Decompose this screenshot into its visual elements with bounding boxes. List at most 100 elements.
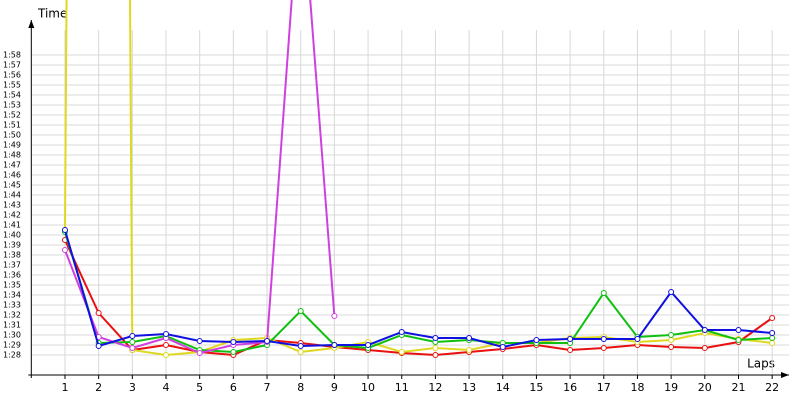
y-axis-label: Time xyxy=(37,7,67,21)
x-tick-label: 13 xyxy=(462,381,476,394)
x-tick-label: 3 xyxy=(129,381,136,394)
y-tick-label: 1:51 xyxy=(3,121,21,130)
data-point xyxy=(230,349,237,355)
x-tick-label: 15 xyxy=(529,381,543,394)
data-point xyxy=(365,342,372,348)
y-tick-label: 1:53 xyxy=(3,101,21,110)
data-point xyxy=(769,330,776,336)
data-point xyxy=(163,352,170,358)
y-tick-label: 1:39 xyxy=(3,241,21,250)
x-tick-label: 6 xyxy=(230,381,237,394)
y-tick-label: 1:45 xyxy=(3,181,21,190)
data-point xyxy=(634,336,641,342)
data-point xyxy=(61,247,68,253)
y-tick-label: 1:31 xyxy=(3,321,21,330)
y-tick-label: 1:55 xyxy=(3,81,21,90)
x-tick-label: 16 xyxy=(563,381,577,394)
data-point xyxy=(95,343,102,349)
y-tick-label: 1:33 xyxy=(3,301,21,310)
x-tick-label: 19 xyxy=(664,381,678,394)
y-tick-label: 1:38 xyxy=(3,251,21,260)
y-tick-label: 1:54 xyxy=(3,91,21,100)
x-axis-label: Laps xyxy=(747,357,775,371)
y-tick-label: 1:32 xyxy=(3,311,21,320)
data-point xyxy=(466,335,473,341)
data-point xyxy=(61,227,68,233)
data-point xyxy=(769,340,776,346)
y-tick-label: 1:50 xyxy=(3,131,21,140)
y-tick-label: 1:29 xyxy=(3,341,21,350)
y-tick-label: 1:52 xyxy=(3,111,21,120)
x-tick-label: 10 xyxy=(361,381,375,394)
y-tick-label: 1:44 xyxy=(3,191,21,200)
y-tick-label: 1:35 xyxy=(3,281,21,290)
y-tick-label: 1:37 xyxy=(3,261,21,270)
x-tick-label: 18 xyxy=(630,381,644,394)
x-tick-label: 11 xyxy=(395,381,409,394)
data-point xyxy=(668,344,675,350)
x-tick-label: 20 xyxy=(698,381,712,394)
x-tick-label: 9 xyxy=(331,381,338,394)
data-point xyxy=(432,345,439,351)
data-point xyxy=(600,290,607,296)
x-tick-label: 17 xyxy=(597,381,611,394)
y-tick-label: 1:41 xyxy=(3,221,21,230)
y-tick-label: 1:58 xyxy=(3,51,21,60)
x-tick-label: 8 xyxy=(297,381,304,394)
x-tick-label: 14 xyxy=(496,381,510,394)
data-point xyxy=(297,343,304,349)
x-tick-label: 12 xyxy=(428,381,442,394)
data-point xyxy=(297,308,304,314)
data-point xyxy=(95,310,102,316)
y-tick-label: 1:47 xyxy=(3,161,21,170)
data-point xyxy=(129,339,136,345)
data-point xyxy=(567,336,574,342)
data-point xyxy=(769,335,776,341)
data-point xyxy=(432,352,439,358)
data-point xyxy=(701,345,708,351)
y-tick-label: 1:48 xyxy=(3,151,21,160)
data-point xyxy=(735,327,742,333)
data-point xyxy=(230,339,237,345)
data-point xyxy=(567,347,574,353)
x-tick-label: 4 xyxy=(163,381,170,394)
data-point xyxy=(196,338,203,344)
x-axis-arrow xyxy=(781,372,789,378)
series-line xyxy=(64,239,773,357)
data-point xyxy=(701,327,708,333)
x-tick-label: 2 xyxy=(95,381,102,394)
data-point xyxy=(432,335,439,341)
y-tick-label: 1:56 xyxy=(3,71,21,80)
y-tick-label: 1:46 xyxy=(3,171,21,180)
data-point xyxy=(264,338,271,344)
y-tick-label: 1:28 xyxy=(3,351,21,360)
x-tick-label: 5 xyxy=(196,381,203,394)
x-tick-label: 7 xyxy=(264,381,271,394)
data-point xyxy=(163,331,170,337)
data-point xyxy=(163,342,170,348)
y-tick-label: 1:43 xyxy=(3,201,21,210)
data-point xyxy=(735,337,742,343)
data-point xyxy=(466,347,473,353)
data-point xyxy=(129,345,136,351)
data-point xyxy=(668,332,675,338)
data-point xyxy=(533,337,540,343)
data-point xyxy=(196,350,203,356)
y-tick-label: 1:40 xyxy=(3,231,21,240)
data-point xyxy=(499,344,506,350)
y-axis-arrow xyxy=(28,20,35,28)
data-point xyxy=(600,336,607,342)
x-tick-label: 21 xyxy=(731,381,745,394)
y-tick-label: 1:49 xyxy=(3,141,21,150)
x-tick-label: 22 xyxy=(765,381,779,394)
y-tick-label: 1:36 xyxy=(3,271,21,280)
data-point xyxy=(398,349,405,355)
data-point xyxy=(668,337,675,343)
y-tick-label: 1:34 xyxy=(3,291,21,300)
y-tick-label: 1:42 xyxy=(3,211,21,220)
y-tick-label: 1:30 xyxy=(3,331,21,340)
data-point xyxy=(668,289,675,295)
data-point xyxy=(331,342,338,348)
series-line xyxy=(64,229,773,349)
